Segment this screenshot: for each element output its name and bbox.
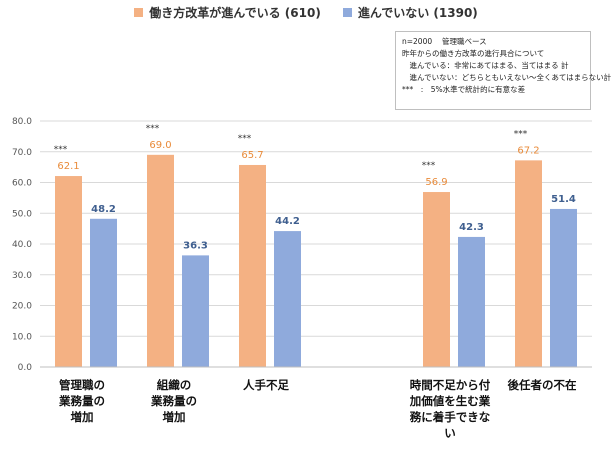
category-label: 務に着手できな bbox=[410, 410, 491, 424]
significance-marker: *** bbox=[514, 129, 528, 139]
category-label: 増加 bbox=[163, 410, 186, 424]
significance-marker: *** bbox=[54, 145, 68, 155]
legend-item-progressing: 働き方改革が進んでいる (610) bbox=[134, 4, 321, 21]
category-label: 後任者の不在 bbox=[508, 378, 577, 392]
data-label-progressing: 67.2 bbox=[517, 145, 539, 156]
note-box: n=2000 管理職ベース 昨年からの働き方改革の進行具合について 進んでいる：… bbox=[395, 31, 612, 110]
bar-not-progressing bbox=[458, 236, 485, 367]
legend-swatch-not-progressing bbox=[342, 8, 352, 17]
bar-progressing bbox=[423, 192, 450, 367]
category-label: い bbox=[444, 426, 456, 440]
significance-marker: *** bbox=[422, 161, 436, 171]
data-label-not-progressing: 48.2 bbox=[91, 204, 116, 215]
note-line: 進んでいる：非常にあてはまる、当てはまる 計 bbox=[402, 61, 569, 70]
y-tick-label: 30.0 bbox=[12, 271, 32, 281]
y-tick-label: 60.0 bbox=[12, 179, 32, 189]
bar-not-progressing bbox=[90, 218, 117, 367]
category-label: 業務量の bbox=[58, 394, 105, 408]
significance-marker: *** bbox=[146, 124, 160, 134]
note-line: 進んでいない：どちらともいえない～全くあてはまらない計 bbox=[402, 73, 612, 82]
data-label-not-progressing: 36.3 bbox=[183, 240, 208, 251]
bar-progressing bbox=[147, 154, 174, 367]
data-label-not-progressing: 51.4 bbox=[551, 194, 576, 205]
data-label-not-progressing: 42.3 bbox=[459, 222, 484, 233]
legend: 働き方改革が進んでいる (610) 進んでいない (1390) bbox=[0, 4, 612, 21]
category-label: 管理職の bbox=[59, 378, 105, 392]
note-line: *** : 5%水準で統計的に有意な差 bbox=[402, 85, 526, 94]
bar-progressing bbox=[239, 164, 266, 367]
legend-label-not-progressing: 進んでいない (1390) bbox=[357, 6, 478, 20]
category-label: 人手不足 bbox=[243, 378, 289, 392]
legend-swatch-progressing bbox=[134, 8, 144, 17]
data-label-not-progressing: 44.2 bbox=[275, 216, 300, 227]
bar-not-progressing bbox=[274, 231, 301, 367]
legend-item-not-progressing: 進んでいない (1390) bbox=[342, 4, 478, 21]
y-tick-label: 40.0 bbox=[12, 240, 32, 250]
significance-marker: *** bbox=[238, 134, 252, 144]
category-label: 加価値を生む業 bbox=[409, 394, 491, 408]
note-line: n=2000 管理職ベース bbox=[402, 37, 487, 46]
category-label: 組織の bbox=[157, 378, 192, 392]
y-tick-label: 50.0 bbox=[12, 209, 32, 219]
category-label: 増加 bbox=[71, 410, 94, 424]
legend-label-progressing: 働き方改革が進んでいる (610) bbox=[149, 6, 321, 20]
bar-progressing bbox=[55, 176, 82, 367]
data-label-progressing: 69.0 bbox=[149, 140, 171, 151]
y-tick-label: 70.0 bbox=[12, 148, 32, 158]
bar-progressing bbox=[515, 160, 542, 367]
y-tick-label: 10.0 bbox=[12, 332, 32, 342]
y-tick-label: 80.0 bbox=[12, 117, 32, 127]
y-tick-label: 20.0 bbox=[12, 302, 32, 312]
y-tick-label: 0.0 bbox=[18, 363, 33, 373]
data-label-progressing: 65.7 bbox=[241, 150, 263, 161]
bar-not-progressing bbox=[550, 208, 577, 367]
bar-not-progressing bbox=[182, 255, 209, 367]
data-label-progressing: 62.1 bbox=[57, 161, 79, 172]
category-label: 業務量の bbox=[150, 394, 197, 408]
note-line: 昨年からの働き方改革の進行具合について bbox=[402, 49, 545, 58]
category-label: 時間不足から付 bbox=[410, 378, 491, 392]
data-label-progressing: 56.9 bbox=[425, 177, 447, 188]
